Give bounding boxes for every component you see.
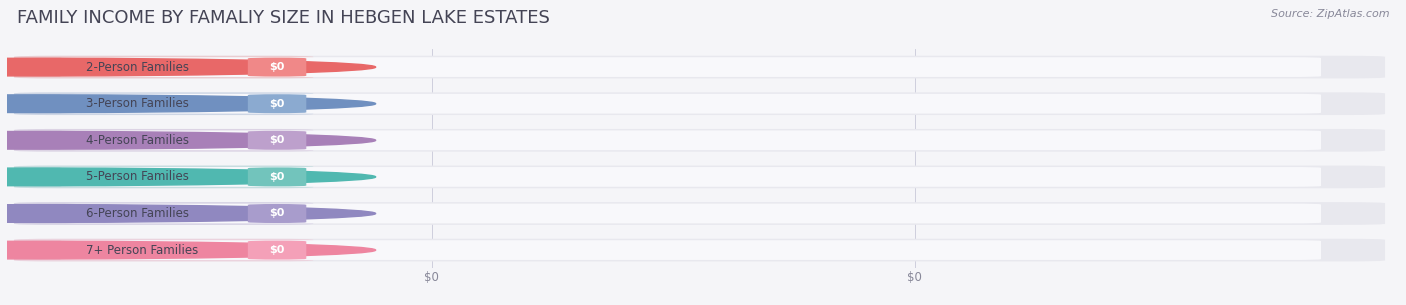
Text: FAMILY INCOME BY FAMALIY SIZE IN HEBGEN LAKE ESTATES: FAMILY INCOME BY FAMALIY SIZE IN HEBGEN … <box>17 9 550 27</box>
Text: $0: $0 <box>270 209 285 218</box>
FancyBboxPatch shape <box>14 202 1385 225</box>
Circle shape <box>0 205 375 222</box>
FancyBboxPatch shape <box>14 202 314 225</box>
FancyBboxPatch shape <box>60 204 1322 223</box>
Circle shape <box>0 95 375 113</box>
Text: Source: ZipAtlas.com: Source: ZipAtlas.com <box>1271 9 1389 19</box>
FancyBboxPatch shape <box>14 56 314 78</box>
FancyBboxPatch shape <box>14 239 1385 261</box>
FancyBboxPatch shape <box>60 57 1322 77</box>
Text: $0: $0 <box>270 245 285 255</box>
Circle shape <box>0 241 375 259</box>
FancyBboxPatch shape <box>14 239 314 261</box>
FancyBboxPatch shape <box>247 241 307 260</box>
FancyBboxPatch shape <box>14 56 1385 78</box>
FancyBboxPatch shape <box>14 92 1385 115</box>
Text: 2-Person Families: 2-Person Families <box>86 61 190 74</box>
Circle shape <box>0 131 375 149</box>
FancyBboxPatch shape <box>14 166 314 188</box>
Circle shape <box>0 58 375 76</box>
Text: 5-Person Families: 5-Person Families <box>86 170 190 183</box>
FancyBboxPatch shape <box>247 58 307 77</box>
FancyBboxPatch shape <box>247 204 307 223</box>
Text: $0: $0 <box>270 172 285 182</box>
FancyBboxPatch shape <box>60 131 1322 150</box>
FancyBboxPatch shape <box>14 166 1385 188</box>
FancyBboxPatch shape <box>14 129 1385 152</box>
Text: 7+ Person Families: 7+ Person Families <box>86 244 198 257</box>
FancyBboxPatch shape <box>60 94 1322 113</box>
FancyBboxPatch shape <box>60 167 1322 187</box>
Text: 3-Person Families: 3-Person Families <box>86 97 190 110</box>
Text: $0: $0 <box>270 135 285 145</box>
FancyBboxPatch shape <box>247 131 307 150</box>
FancyBboxPatch shape <box>247 167 307 186</box>
FancyBboxPatch shape <box>14 92 314 115</box>
FancyBboxPatch shape <box>60 240 1322 260</box>
FancyBboxPatch shape <box>14 129 314 152</box>
FancyBboxPatch shape <box>247 94 307 113</box>
Text: $0: $0 <box>270 99 285 109</box>
Text: 4-Person Families: 4-Person Families <box>86 134 190 147</box>
Circle shape <box>0 168 375 186</box>
Text: 6-Person Families: 6-Person Families <box>86 207 190 220</box>
Text: $0: $0 <box>270 62 285 72</box>
